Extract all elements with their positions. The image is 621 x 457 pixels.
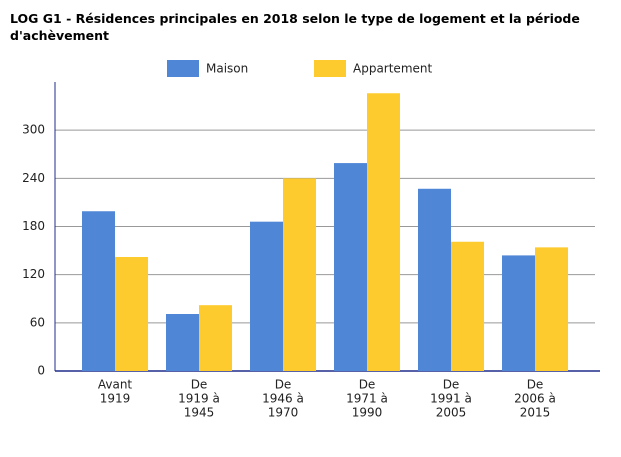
legend-label: Maison — [206, 62, 248, 76]
bar — [250, 221, 283, 371]
x-tick-label: 2005 — [436, 406, 467, 420]
chart-title: LOG G1 - Résidences principales en 2018 … — [10, 11, 580, 43]
x-tick-label: De — [527, 378, 544, 392]
bar — [115, 257, 148, 371]
x-tick-label: 1970 — [268, 406, 299, 420]
y-tick-label: 120 — [22, 267, 45, 281]
y-tick-label: 0 — [37, 364, 45, 378]
legend-swatch — [167, 60, 199, 77]
y-tick-label: 240 — [22, 171, 45, 185]
x-tick-label: 1991 à — [430, 392, 472, 406]
x-tick-label: De — [359, 378, 376, 392]
x-tick-label: 1945 — [184, 406, 215, 420]
x-tick-label: 1919 — [100, 392, 131, 406]
bar — [535, 247, 568, 371]
bar — [199, 305, 232, 371]
y-tick-label: 300 — [22, 123, 45, 137]
bar — [283, 178, 316, 371]
x-tick-label: 1919 à — [178, 392, 220, 406]
x-tick-label: 2015 — [520, 406, 551, 420]
y-tick-label: 60 — [30, 315, 45, 329]
bar — [367, 93, 400, 371]
x-tick-label: Avant — [98, 378, 133, 392]
x-tick-label: 1946 à — [262, 392, 304, 406]
bar — [166, 314, 199, 371]
x-tick-label: De — [191, 378, 208, 392]
x-tick-label: 2006 à — [514, 392, 556, 406]
x-tick-label: 1971 à — [346, 392, 388, 406]
bar — [334, 163, 367, 371]
bar — [502, 255, 535, 371]
x-tick-label: De — [275, 378, 292, 392]
x-tick-label: De — [443, 378, 460, 392]
bar — [451, 241, 484, 371]
bar — [82, 211, 115, 371]
bar — [418, 188, 451, 371]
legend-label: Appartement — [353, 62, 432, 76]
y-tick-label: 180 — [22, 219, 45, 233]
legend-swatch — [314, 60, 346, 77]
x-tick-label: 1990 — [352, 406, 383, 420]
